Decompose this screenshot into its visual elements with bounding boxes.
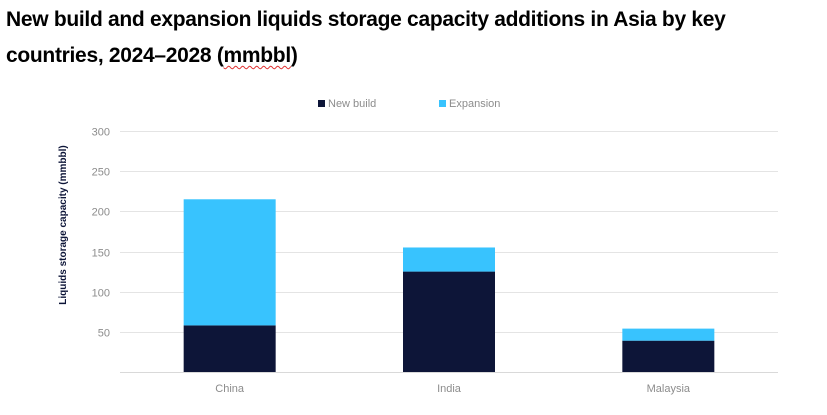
bar-new-build-china <box>183 325 276 372</box>
legend-label: Expansion <box>449 98 500 110</box>
bar-expansion-china <box>183 199 276 326</box>
title-unit: mmbbl <box>223 44 292 67</box>
legend-label: New build <box>328 98 376 110</box>
y-tick-label: 300 <box>92 127 110 139</box>
bar-stack-india <box>403 247 495 372</box>
y-tick-label: 50 <box>98 328 110 340</box>
y-axis-ticks: 50 100 150 200 250 300 <box>92 127 110 340</box>
x-tick-label: India <box>437 383 462 395</box>
legend-item-new-build: New build <box>318 98 376 110</box>
chart-title: New build and expansion liquids storage … <box>6 2 821 74</box>
y-tick-label: 100 <box>92 288 110 300</box>
x-tick-label: Malaysia <box>647 383 691 395</box>
chart-title-line-2: countries, 2024–2028 (mmbbl) <box>6 38 821 74</box>
title-suffix: ) <box>290 44 298 67</box>
bar-expansion-india <box>403 247 495 272</box>
bar-expansion-malaysia <box>622 328 715 341</box>
bars <box>183 199 715 372</box>
y-tick-label: 200 <box>92 207 110 219</box>
chart-title-line-1: New build and expansion liquids storage … <box>6 8 726 31</box>
x-axis-ticks: China India Malaysia <box>215 383 691 395</box>
x-tick-label: China <box>215 383 245 395</box>
legend-swatch <box>318 100 325 107</box>
bar-new-build-malaysia <box>622 340 715 372</box>
bar-stack-malaysia <box>622 328 715 372</box>
bar-new-build-india <box>403 271 495 372</box>
y-tick-label: 150 <box>92 248 110 260</box>
y-tick-label: 250 <box>92 167 110 179</box>
title-prefix: countries, 2024–2028 ( <box>6 44 224 67</box>
legend: New build Expansion <box>318 98 500 110</box>
legend-item-expansion: Expansion <box>439 98 500 110</box>
legend-swatch <box>439 100 446 107</box>
bar-stack-china <box>183 199 276 372</box>
y-axis-label: Liquids storage capacity (mmbbl) <box>58 145 69 304</box>
